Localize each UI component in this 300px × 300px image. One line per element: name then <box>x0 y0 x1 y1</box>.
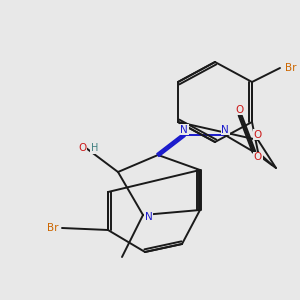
Text: O: O <box>254 152 262 162</box>
Text: N: N <box>221 124 229 135</box>
Text: Br: Br <box>47 223 59 233</box>
Text: N: N <box>145 212 152 222</box>
Text: H: H <box>91 143 98 153</box>
Text: O: O <box>236 105 244 115</box>
Text: O: O <box>78 143 86 153</box>
Text: O: O <box>254 130 262 140</box>
Text: N: N <box>180 124 188 135</box>
Text: Br: Br <box>285 63 297 73</box>
